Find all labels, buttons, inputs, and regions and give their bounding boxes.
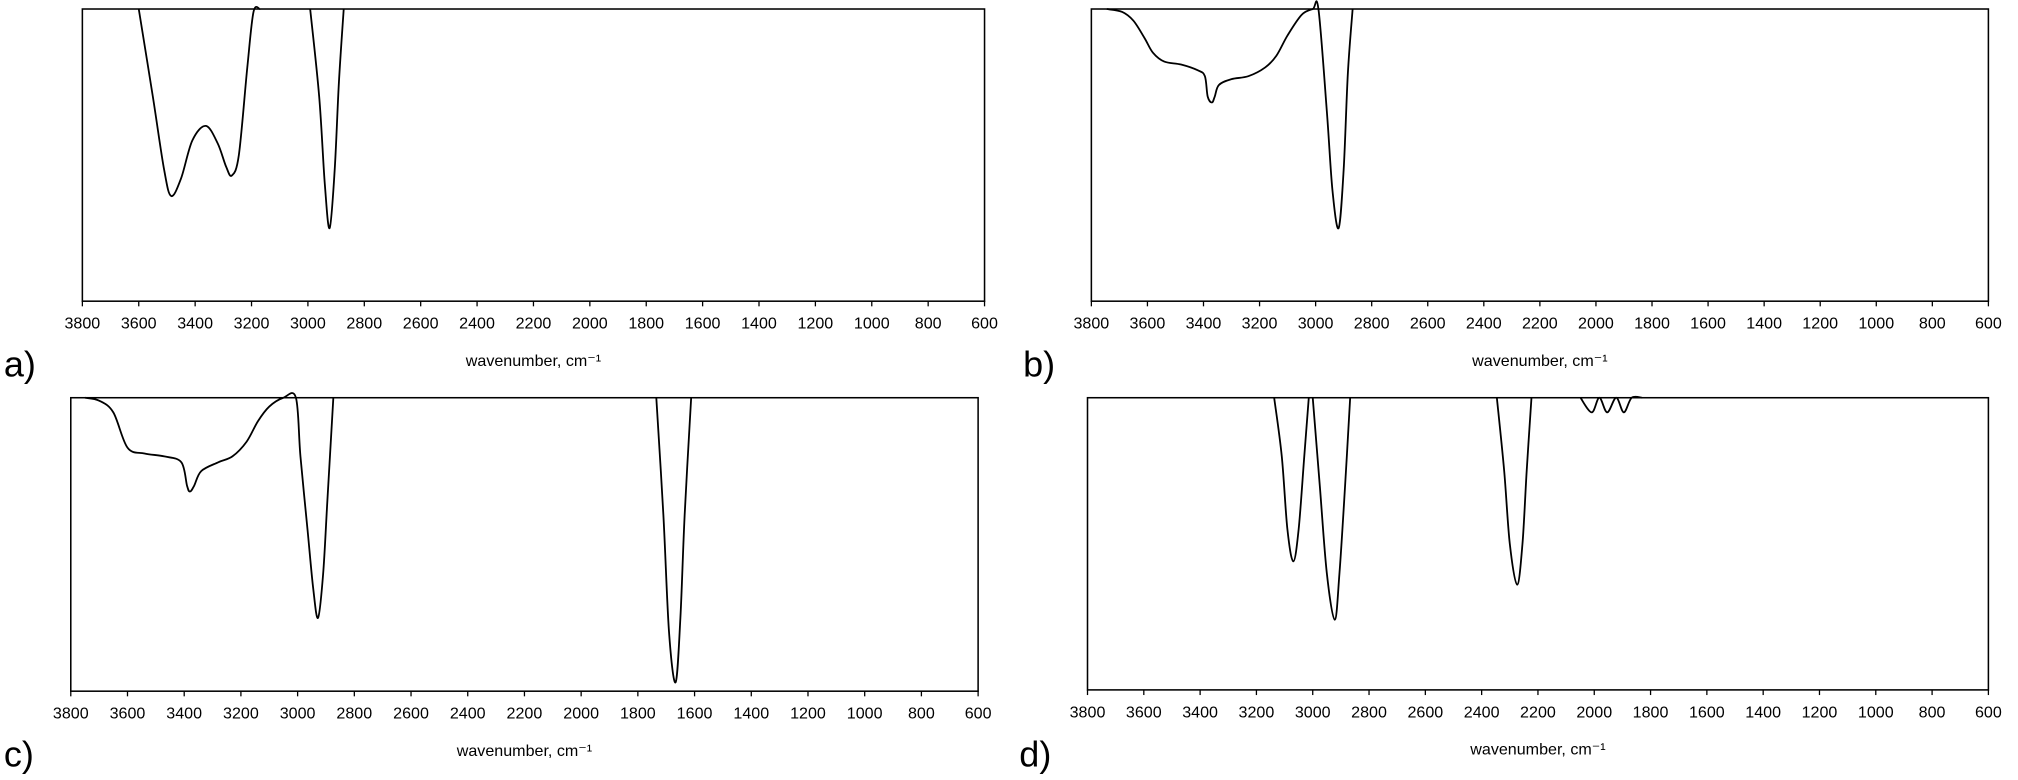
x-tick-label: 2400 <box>1464 703 1500 721</box>
x-tick-label: 1000 <box>847 705 883 723</box>
x-tick-label: 2200 <box>507 705 543 723</box>
x-tick-label: 1200 <box>797 315 833 333</box>
x-tick-label: 1000 <box>1858 703 1894 721</box>
x-tick-label: 600 <box>971 315 998 333</box>
x-tick-label: 3200 <box>1239 703 1275 721</box>
x-tick-label: 2600 <box>393 705 429 723</box>
x-tick-label: 3600 <box>1130 315 1166 333</box>
x-tick-label: 3000 <box>1298 315 1334 333</box>
x-tick-label: 3800 <box>64 315 100 333</box>
x-tick-label: 1200 <box>1802 703 1838 721</box>
panel-label: a) <box>4 343 36 384</box>
x-tick-label: 3600 <box>121 315 157 333</box>
x-tick-label: 2200 <box>1520 703 1556 721</box>
panel-label: d) <box>1019 733 1051 774</box>
x-tick-label: 1600 <box>677 705 713 723</box>
spectrum-line <box>1273 397 1310 563</box>
x-tick-label: 3400 <box>1186 315 1222 333</box>
x-tick-label: 2200 <box>516 315 552 333</box>
x-tick-label: 3800 <box>1070 703 1106 721</box>
x-tick-label: 2000 <box>572 315 608 333</box>
x-tick-label: 2600 <box>1407 703 1443 721</box>
x-tick-label: 2400 <box>450 705 486 723</box>
x-tick-label: 1400 <box>741 315 777 333</box>
x-tick-label: 1600 <box>1690 315 1726 333</box>
x-axis-label: wavenumber, cm⁻¹ <box>465 352 601 370</box>
x-tick-label: 1200 <box>790 705 826 723</box>
x-tick-label: 2400 <box>1466 315 1502 333</box>
x-tick-label: 1800 <box>628 315 664 333</box>
spectrum-line <box>1495 397 1533 586</box>
x-tick-label: 2800 <box>1351 703 1387 721</box>
spectrum-line <box>1579 395 1643 414</box>
x-tick-label: 3200 <box>223 705 259 723</box>
x-tick-label: 2800 <box>336 705 372 723</box>
x-tick-label: 1000 <box>854 315 890 333</box>
x-tick-label: 800 <box>915 315 942 333</box>
x-tick-label: 2800 <box>346 315 382 333</box>
plot-frame <box>1090 8 1990 302</box>
x-tick-label: 3400 <box>177 315 213 333</box>
x-tick-label: 2000 <box>563 705 599 723</box>
x-tick-label: 600 <box>1975 315 2002 333</box>
x-tick-label: 2000 <box>1576 703 1612 721</box>
x-tick-label: 800 <box>908 705 935 723</box>
x-tick-label: 3000 <box>1295 703 1331 721</box>
panel-label: b) <box>1023 343 1055 384</box>
x-tick-label: 3000 <box>280 705 316 723</box>
plot-frame <box>70 396 979 692</box>
x-tick-label: 1400 <box>1746 315 1782 333</box>
x-tick-label: 800 <box>1919 315 1946 333</box>
spectrum-line <box>1106 0 1354 230</box>
x-tick-label: 600 <box>1975 703 2002 721</box>
x-tick-label: 3600 <box>110 705 146 723</box>
plot-frame <box>81 8 986 302</box>
x-tick-label: 2200 <box>1522 315 1558 333</box>
x-tick-label: 3000 <box>290 315 326 333</box>
x-tick-label: 800 <box>1919 703 1946 721</box>
spectrum-line <box>1311 397 1352 621</box>
x-tick-label: 3400 <box>1182 703 1218 721</box>
x-tick-label: 2400 <box>459 315 495 333</box>
x-tick-label: 1400 <box>733 705 769 723</box>
x-axis-label: wavenumber, cm⁻¹ <box>1471 352 1607 370</box>
spectrum-line <box>655 397 693 684</box>
x-axis-label: wavenumber, cm⁻¹ <box>456 742 592 760</box>
x-tick-label: 3800 <box>53 705 89 723</box>
x-tick-label: 2800 <box>1354 315 1390 333</box>
x-tick-label: 3400 <box>166 705 202 723</box>
x-tick-label: 3800 <box>1073 315 1109 333</box>
x-tick-label: 3600 <box>1126 703 1162 721</box>
x-tick-label: 1000 <box>1858 315 1894 333</box>
x-tick-label: 1800 <box>1633 703 1669 721</box>
x-tick-label: 1400 <box>1745 703 1781 721</box>
x-axis-label: wavenumber, cm⁻¹ <box>1469 741 1605 759</box>
x-tick-label: 2600 <box>1410 315 1446 333</box>
spectrum-line <box>137 5 261 197</box>
x-tick-label: 1800 <box>1634 315 1670 333</box>
x-tick-label: 1200 <box>1802 315 1838 333</box>
x-tick-label: 1800 <box>620 705 656 723</box>
spectrum-line <box>309 8 345 230</box>
spectrum-line <box>84 392 335 619</box>
x-tick-label: 1600 <box>1689 703 1725 721</box>
x-tick-label: 600 <box>965 705 992 723</box>
x-tick-label: 3200 <box>234 315 270 333</box>
x-tick-label: 3200 <box>1242 315 1278 333</box>
panel-label: c) <box>4 733 34 774</box>
x-tick-label: 2600 <box>403 315 439 333</box>
plot-frame <box>1086 396 1990 691</box>
x-tick-label: 1600 <box>685 315 721 333</box>
x-tick-label: 2000 <box>1578 315 1614 333</box>
